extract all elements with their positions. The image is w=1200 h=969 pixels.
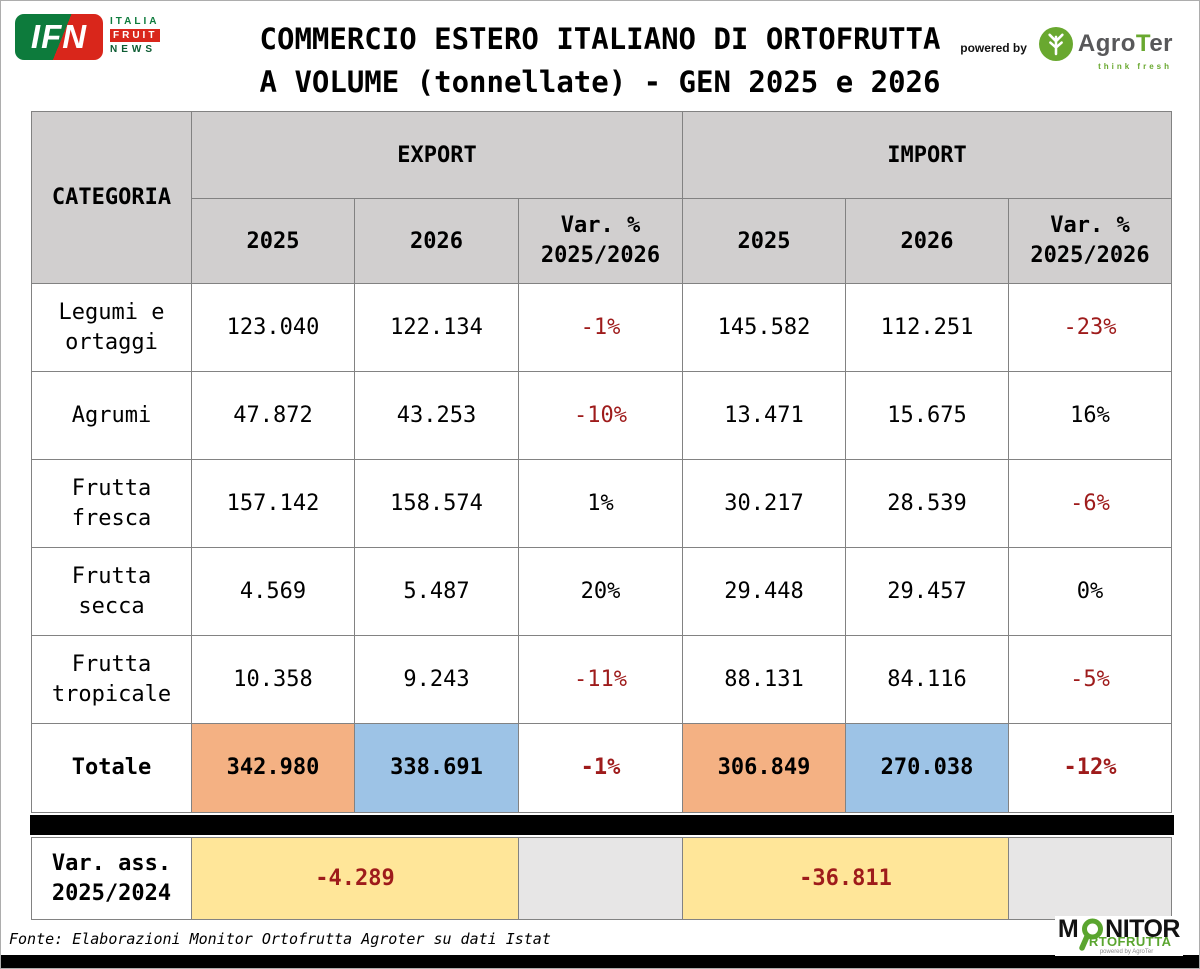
source-note: Fonte: Elaborazioni Monitor Ortofrutta A… [9, 930, 551, 948]
page-title-line2: A VOLUME (tonnellate) - GEN 2025 e 2026 [259, 65, 941, 99]
import-var-cell: -6% [1008, 459, 1172, 548]
export-2026-cell: 5.487 [354, 547, 519, 636]
total-label-cell: Totale [31, 723, 192, 813]
import-var-cell: 16% [1008, 371, 1172, 460]
agroter-tree-icon [1038, 27, 1073, 61]
import-2025-cell: 30.217 [682, 459, 846, 548]
total-import-2025-cell: 306.849 [682, 723, 846, 813]
trade-table: CATEGORIA EXPORT IMPORT 2025 2026 Var. %… [29, 111, 1174, 920]
total-export-var-cell: -1% [518, 723, 683, 813]
export-2025-cell: 157.142 [191, 459, 355, 548]
powered-by-label: powered by [960, 41, 1027, 55]
col-header-export-var: Var. % 2025/2026 [518, 198, 683, 284]
table-row-var-ass: Var. ass. 2025/2024 -4.289 -36.811 [31, 837, 1172, 920]
export-var-cell: 20% [518, 547, 683, 636]
import-var-cell: -5% [1008, 635, 1172, 724]
import-2025-cell: 29.448 [682, 547, 846, 636]
total-import-var-cell: -12% [1008, 723, 1172, 813]
table-row-agrumi: Agrumi 47.872 43.253 -10% 13.471 15.675 … [31, 371, 1172, 460]
col-header-import-2025: 2025 [682, 198, 846, 284]
export-2025-cell: 4.569 [191, 547, 355, 636]
bottom-black-bar [1, 955, 1199, 968]
var-ass-export-empty-cell [518, 837, 683, 920]
import-2026-cell: 112.251 [845, 283, 1009, 372]
ifn-badge-icon: IFN [15, 14, 103, 60]
agroter-wordmark: AgroTer [1077, 30, 1173, 57]
ifn-italia-text: ITALIA [110, 16, 160, 27]
corner-header-categoria: CATEGORIA [31, 111, 192, 284]
monitor-wordmark-bottom: RTOFRUTTA [1088, 934, 1172, 949]
separator-row [29, 812, 1174, 838]
monitor-ortofrutta-logo: M NITOR RTOFRUTTA powered by AgroTer [1054, 916, 1183, 956]
export-var-cell: -11% [518, 635, 683, 724]
monitor-powered-by: powered by AgroTer [1099, 949, 1154, 955]
table-row-frutta-secca: Frutta secca 4.569 5.487 20% 29.448 29.4… [31, 547, 1172, 636]
table-row-frutta-tropicale: Frutta tropicale 10.358 9.243 -11% 88.13… [31, 635, 1172, 724]
var-ass-label-cell: Var. ass. 2025/2024 [31, 837, 192, 920]
separator-bar [29, 815, 1174, 835]
export-2025-cell: 123.040 [191, 283, 355, 372]
category-cell: Frutta tropicale [31, 635, 192, 724]
col-header-import-var: Var. % 2025/2026 [1008, 198, 1172, 284]
group-header-export: EXPORT [191, 111, 683, 199]
import-2026-cell: 15.675 [845, 371, 1009, 460]
export-2025-cell: 47.872 [191, 371, 355, 460]
page-title: COMMERCIO ESTERO ITALIANO DI ORTOFRUTTA … [166, 18, 1034, 104]
var-ass-import-empty-cell [1008, 837, 1172, 920]
category-cell: Frutta fresca [31, 459, 192, 548]
category-cell: Frutta secca [31, 547, 192, 636]
export-2026-cell: 9.243 [354, 635, 519, 724]
table-row-totale: Totale 342.980 338.691 -1% 306.849 270.0… [31, 723, 1172, 813]
agroter-logo: AgroTer think fresh [1038, 27, 1173, 71]
col-header-export-2025: 2025 [191, 198, 355, 284]
magnifier-icon [1079, 918, 1104, 951]
ifn-fruit-text: FRUIT [110, 29, 161, 42]
powered-by-block: powered by AgroTer think fresh [960, 27, 1173, 71]
page-title-line1: COMMERCIO ESTERO ITALIANO DI ORTOFRUTTA [259, 22, 941, 56]
export-2026-cell: 122.134 [354, 283, 519, 372]
export-2026-cell: 43.253 [354, 371, 519, 460]
ifn-news-text: NEWS [110, 44, 156, 55]
export-var-cell: -1% [518, 283, 683, 372]
col-header-export-2026: 2026 [354, 198, 519, 284]
var-ass-export-cell: -4.289 [191, 837, 519, 920]
group-header-import: IMPORT [682, 111, 1172, 199]
import-2025-cell: 88.131 [682, 635, 846, 724]
export-var-cell: -10% [518, 371, 683, 460]
import-var-cell: 0% [1008, 547, 1172, 636]
export-2026-cell: 158.574 [354, 459, 519, 548]
category-cell: Legumi e ortaggi [31, 283, 192, 372]
var-ass-import-cell: -36.811 [682, 837, 1009, 920]
monitor-wordmark-top: M NITOR [1058, 917, 1180, 951]
import-2025-cell: 13.471 [682, 371, 846, 460]
ifn-wordmark: ITALIA FRUIT NEWS [110, 14, 161, 55]
table-row-frutta-fresca: Frutta fresca 157.142 158.574 1% 30.217 … [31, 459, 1172, 548]
agroter-tagline: think fresh [1098, 62, 1172, 71]
export-var-cell: 1% [518, 459, 683, 548]
import-2025-cell: 145.582 [682, 283, 846, 372]
import-2026-cell: 28.539 [845, 459, 1009, 548]
import-var-cell: -23% [1008, 283, 1172, 372]
col-header-import-2026: 2026 [845, 198, 1009, 284]
total-export-2026-cell: 338.691 [354, 723, 519, 813]
table-row-legumi-e-ortaggi: Legumi e ortaggi 123.040 122.134 -1% 145… [31, 283, 1172, 372]
import-2026-cell: 29.457 [845, 547, 1009, 636]
total-import-2026-cell: 270.038 [845, 723, 1009, 813]
total-export-2025-cell: 342.980 [191, 723, 355, 813]
export-2025-cell: 10.358 [191, 635, 355, 724]
import-2026-cell: 84.116 [845, 635, 1009, 724]
ifn-logo: IFN ITALIA FRUIT NEWS [15, 14, 161, 60]
category-cell: Agrumi [31, 371, 192, 460]
